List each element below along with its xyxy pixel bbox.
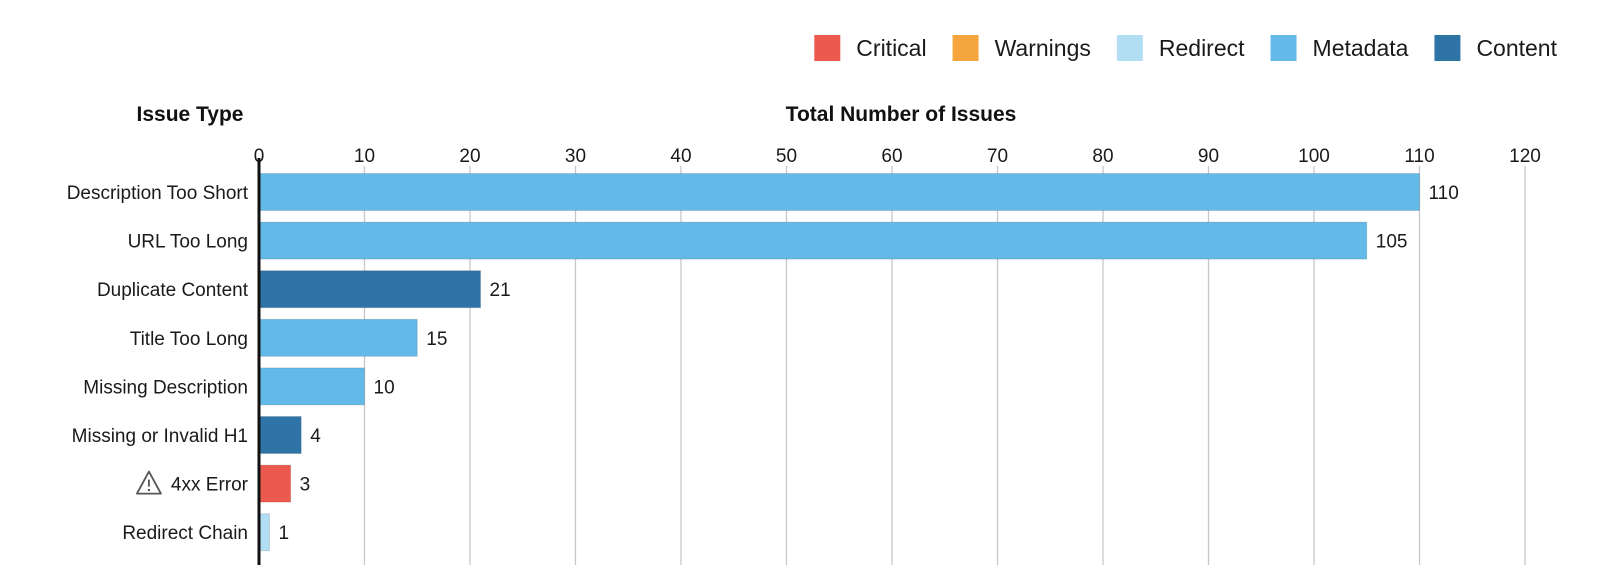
legend-swatch — [1270, 35, 1297, 61]
bar — [258, 513, 271, 552]
legend-swatch — [1434, 35, 1461, 61]
x-tick-label: 80 — [1092, 146, 1113, 167]
bars — [258, 173, 1420, 552]
value-label: 1 — [279, 523, 290, 544]
bar — [258, 173, 1420, 211]
legend-swatch — [1116, 35, 1143, 61]
legend-label: Warnings — [995, 35, 1091, 61]
category-label: Description Too Short — [67, 183, 249, 204]
x-tick-label: 70 — [987, 146, 1008, 167]
x-tick-label: 30 — [565, 146, 586, 167]
category-label: Redirect Chain — [122, 523, 248, 544]
x-axis-title: Total Number of Issues — [786, 103, 1017, 126]
legend-item-warnings: Warnings — [952, 35, 1091, 61]
legend-swatch — [814, 35, 841, 61]
legend-item-metadata: Metadata — [1270, 35, 1409, 61]
bar — [258, 464, 292, 503]
bar — [258, 416, 302, 454]
bar — [258, 221, 1368, 260]
x-tick-label: 10 — [354, 146, 375, 167]
warning-icon — [136, 470, 162, 495]
value-label: 3 — [300, 475, 311, 496]
legend-label: Content — [1476, 35, 1557, 61]
x-tick-label: 110 — [1404, 146, 1434, 167]
legend-item-critical: Critical — [814, 35, 927, 61]
legend-item-redirect: Redirect — [1116, 35, 1245, 61]
category-header: Issue Type — [137, 103, 244, 126]
category-label: 4xx Error — [171, 475, 249, 496]
legend-swatch — [952, 35, 979, 61]
legend-item-content: Content — [1434, 35, 1558, 61]
x-tick-label: 50 — [776, 146, 797, 167]
value-label: 10 — [374, 377, 395, 398]
category-label: Missing or Invalid H1 — [72, 426, 248, 447]
value-label: 105 — [1376, 232, 1408, 253]
category-label: Missing Description — [83, 377, 248, 398]
category-label: Duplicate Content — [97, 280, 249, 301]
x-tick-label: 90 — [1198, 146, 1219, 167]
x-tick-label: 20 — [459, 146, 480, 167]
bar — [258, 270, 482, 309]
value-labels: 110 105 21 15 10 4 3 1 — [279, 183, 1459, 544]
value-label: 21 — [490, 280, 511, 301]
x-tick-label: 60 — [881, 146, 902, 167]
x-tick-label: 40 — [670, 146, 691, 167]
legend: Critical Warnings Redirect Metadata Content — [814, 35, 1558, 61]
category-label: URL Too Long — [128, 232, 248, 253]
x-tick-label: 120 — [1509, 146, 1541, 167]
x-tick-label: 100 — [1298, 146, 1330, 167]
value-label: 110 — [1429, 183, 1459, 204]
legend-label: Redirect — [1159, 35, 1245, 61]
category-labels: Description Too Short URL Too Long Duplica… — [67, 183, 249, 544]
x-axis-ticks: 0 10 20 30 40 50 60 70 80 90 100 110 120 — [254, 146, 1541, 167]
legend-label: Metadata — [1313, 35, 1409, 61]
legend-label: Critical — [856, 35, 926, 61]
x-tick-label: 0 — [254, 146, 265, 167]
value-label: 15 — [426, 329, 447, 350]
value-label: 4 — [310, 426, 321, 447]
bar — [258, 318, 418, 357]
bar — [258, 367, 365, 406]
category-label: Title Too Long — [130, 329, 248, 350]
